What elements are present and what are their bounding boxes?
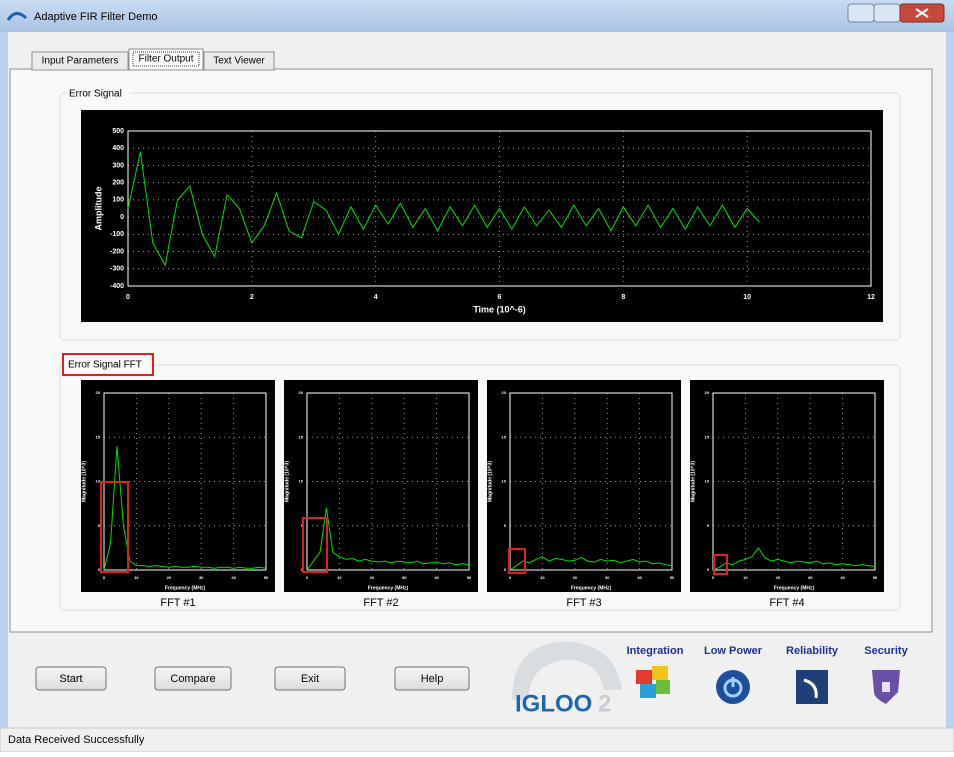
x-tick-label: 10 bbox=[743, 294, 751, 301]
y-tick-label: 15 bbox=[502, 434, 507, 439]
y-tick-label: 20 bbox=[502, 390, 507, 395]
minimize-button[interactable] bbox=[848, 4, 874, 22]
x-tick-label: 40 bbox=[434, 575, 439, 580]
x-tick-label: 6 bbox=[498, 294, 502, 301]
button-label: Compare bbox=[170, 673, 215, 685]
x-tick-label: 40 bbox=[840, 575, 845, 580]
button-label: Exit bbox=[301, 673, 319, 685]
feature-label: Integration bbox=[627, 645, 684, 657]
x-tick-label: 0 bbox=[126, 294, 130, 301]
y-tick-label: 15 bbox=[96, 434, 101, 439]
x-tick-label: 20 bbox=[776, 575, 781, 580]
x-tick-label: 20 bbox=[573, 575, 578, 580]
x-tick-label: 2 bbox=[250, 294, 254, 301]
x-tick-label: 10 bbox=[134, 575, 139, 580]
x-tick-label: 8 bbox=[621, 294, 625, 301]
chart-background bbox=[690, 380, 884, 592]
feature-label: Security bbox=[864, 645, 908, 657]
y-axis-label: Magnitude (10^3) bbox=[690, 461, 696, 502]
y-axis-label: Magnitude (10^3) bbox=[487, 461, 493, 502]
x-tick-label: 20 bbox=[167, 575, 172, 580]
x-tick-label: 30 bbox=[199, 575, 204, 580]
y-tick-label: 0 bbox=[120, 214, 124, 221]
x-tick-label: 12 bbox=[867, 294, 875, 301]
y-axis-label: Amplitude bbox=[93, 187, 103, 231]
window-title: Adaptive FIR Filter Demo bbox=[34, 11, 157, 23]
x-tick-label: 50 bbox=[670, 575, 675, 580]
x-axis-label: Frequency (MHz) bbox=[368, 585, 409, 591]
y-tick-label: 15 bbox=[705, 434, 710, 439]
logo-suffix: 2 bbox=[598, 690, 611, 717]
y-tick-label: 200 bbox=[112, 180, 124, 187]
tab-label: Text Viewer bbox=[213, 56, 265, 67]
x-tick-label: 40 bbox=[637, 575, 642, 580]
group-label: Error Signal bbox=[69, 89, 122, 100]
tab-label: Input Parameters bbox=[42, 56, 119, 67]
y-tick-label: 20 bbox=[705, 390, 710, 395]
chart-caption: FFT #3 bbox=[566, 597, 601, 609]
feature-label: Low Power bbox=[704, 645, 763, 657]
chart-background bbox=[81, 380, 275, 592]
x-tick-label: 50 bbox=[873, 575, 878, 580]
y-tick-label: 10 bbox=[502, 479, 507, 484]
y-tick-label: 500 bbox=[112, 128, 124, 135]
reliability-icon bbox=[796, 670, 828, 704]
chart-caption: FFT #1 bbox=[160, 597, 195, 609]
button-label: Start bbox=[59, 673, 82, 685]
app-window: Adaptive FIR Filter Demo Input Parameter… bbox=[0, 0, 954, 752]
x-tick-label: 10 bbox=[337, 575, 342, 580]
x-axis-label: Frequency (MHz) bbox=[774, 585, 815, 591]
y-axis-label: Magnitude (10^3) bbox=[284, 461, 290, 502]
x-tick-label: 30 bbox=[402, 575, 407, 580]
x-tick-label: 30 bbox=[808, 575, 813, 580]
x-axis-label: Frequency (MHz) bbox=[571, 585, 612, 591]
group-label: Error Signal FFT bbox=[68, 360, 142, 371]
x-axis-label: Time (10^-6) bbox=[473, 304, 526, 314]
x-tick-label: 50 bbox=[264, 575, 269, 580]
chart-background bbox=[81, 110, 883, 322]
y-tick-label: 10 bbox=[299, 479, 304, 484]
y-tick-label: 20 bbox=[96, 390, 101, 395]
status-text: Data Received Successfully bbox=[8, 734, 145, 746]
button-label: Help bbox=[421, 673, 444, 685]
y-tick-label: 20 bbox=[299, 390, 304, 395]
logo-text: IGLOO bbox=[515, 690, 592, 717]
page: Adaptive FIR Filter Demo Input Parameter… bbox=[0, 0, 954, 752]
x-tick-label: 10 bbox=[743, 575, 748, 580]
feature-label: Reliability bbox=[786, 645, 839, 657]
x-tick-label: 40 bbox=[231, 575, 236, 580]
y-axis-label: Magnitude (10^3) bbox=[81, 461, 87, 502]
maximize-button[interactable] bbox=[874, 4, 900, 22]
x-tick-label: 50 bbox=[467, 575, 472, 580]
tab-label: Filter Output bbox=[138, 54, 193, 65]
y-tick-label: 300 bbox=[112, 162, 124, 169]
chart-caption: FFT #4 bbox=[769, 597, 804, 609]
y-tick-label: 10 bbox=[705, 479, 710, 484]
low-power-icon bbox=[716, 670, 750, 704]
x-tick-label: 30 bbox=[605, 575, 610, 580]
y-tick-label: 400 bbox=[112, 145, 124, 152]
y-tick-label: 10 bbox=[96, 479, 101, 484]
y-tick-label: -400 bbox=[110, 283, 124, 290]
x-tick-label: 20 bbox=[370, 575, 375, 580]
x-tick-label: 4 bbox=[374, 294, 378, 301]
x-tick-label: 10 bbox=[540, 575, 545, 580]
y-tick-label: -300 bbox=[110, 266, 124, 273]
y-tick-label: 100 bbox=[112, 197, 124, 204]
x-axis-label: Frequency (MHz) bbox=[165, 585, 206, 591]
y-tick-label: -200 bbox=[110, 248, 124, 255]
y-tick-label: 15 bbox=[299, 434, 304, 439]
chart-background bbox=[284, 380, 478, 592]
chart-caption: FFT #2 bbox=[363, 597, 398, 609]
y-tick-label: -100 bbox=[110, 231, 124, 238]
chart-background bbox=[487, 380, 681, 592]
